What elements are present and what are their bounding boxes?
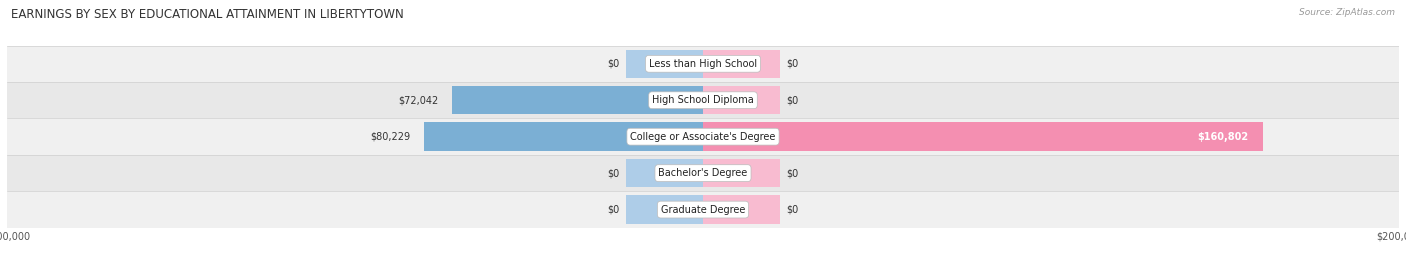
Text: $0: $0 [786, 204, 799, 215]
Text: Source: ZipAtlas.com: Source: ZipAtlas.com [1299, 8, 1395, 17]
Bar [453, 86, 703, 114]
Bar [7, 46, 1399, 82]
Text: $0: $0 [786, 95, 799, 105]
Text: $0: $0 [607, 59, 620, 69]
Text: EARNINGS BY SEX BY EDUCATIONAL ATTAINMENT IN LIBERTYTOWN: EARNINGS BY SEX BY EDUCATIONAL ATTAINMEN… [11, 8, 404, 21]
Bar [703, 86, 779, 114]
Text: $0: $0 [607, 168, 620, 178]
Bar [703, 50, 779, 78]
Text: Graduate Degree: Graduate Degree [661, 204, 745, 215]
Text: $0: $0 [786, 59, 799, 69]
Bar [703, 159, 779, 187]
Text: Bachelor's Degree: Bachelor's Degree [658, 168, 748, 178]
Bar [627, 195, 703, 224]
Text: $80,229: $80,229 [370, 132, 411, 142]
Bar [7, 155, 1399, 191]
Bar [627, 50, 703, 78]
Bar [423, 122, 703, 151]
Text: College or Associate's Degree: College or Associate's Degree [630, 132, 776, 142]
Bar [703, 195, 779, 224]
Text: Less than High School: Less than High School [650, 59, 756, 69]
Bar [7, 118, 1399, 155]
Text: $0: $0 [607, 204, 620, 215]
Text: $0: $0 [786, 168, 799, 178]
Bar [627, 159, 703, 187]
Text: $160,802: $160,802 [1198, 132, 1249, 142]
Bar [7, 191, 1399, 228]
Text: $72,042: $72,042 [398, 95, 439, 105]
Text: High School Diploma: High School Diploma [652, 95, 754, 105]
Bar [703, 122, 1263, 151]
Bar [7, 82, 1399, 118]
